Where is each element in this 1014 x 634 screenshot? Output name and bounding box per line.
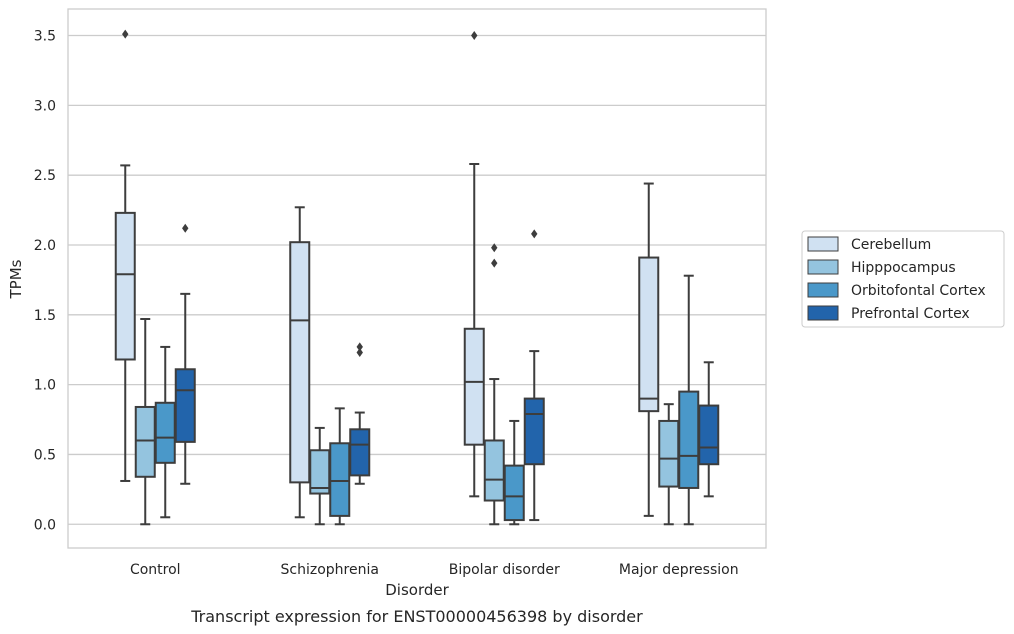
box-iqr <box>289 241 311 484</box>
box-iqr <box>134 405 156 478</box>
outlier-point <box>122 29 129 39</box>
box-3-1 <box>349 342 371 485</box>
box-iqr <box>503 464 525 522</box>
y-axis-label: TPMs <box>7 259 25 299</box>
y-tick-label: 0.0 <box>34 517 56 533</box>
box-1-0 <box>134 317 156 526</box>
box-iqr <box>463 327 485 446</box>
legend-swatch <box>807 305 839 321</box>
legend-label: Hipppocampus <box>851 260 956 276</box>
legend-frame <box>801 230 1005 328</box>
box-iqr <box>329 442 351 517</box>
box-0-3 <box>638 182 660 517</box>
outlier-point <box>356 348 363 358</box>
legend-label: Prefrontal Cortex <box>851 306 970 322</box>
box-iqr <box>678 390 700 489</box>
box-iqr <box>114 211 136 361</box>
y-tick-label: 3.5 <box>34 29 56 45</box>
box-1-3 <box>658 403 680 526</box>
y-tick-label: 3.0 <box>34 98 56 114</box>
boxes <box>114 29 720 526</box>
box-3-0 <box>174 223 196 485</box>
box-iqr <box>698 404 720 466</box>
box-iqr <box>174 368 196 443</box>
outlier-point <box>491 258 498 268</box>
outlier-point <box>471 31 478 41</box>
y-tick-label: 1.5 <box>34 308 56 324</box>
box-iqr <box>483 439 505 502</box>
box-2-3 <box>678 274 700 526</box>
box-3-3 <box>698 361 720 498</box>
outlier-point <box>531 229 538 239</box>
box-2-0 <box>154 345 176 519</box>
y-tick-label: 2.5 <box>34 168 56 184</box>
y-axis-ticks: 0.0 0.5 1.0 1.5 2.0 2.5 3.0 3.5 <box>34 29 56 534</box>
x-axis-label: Disorder <box>385 581 449 599</box>
legend-swatch <box>807 259 839 275</box>
legend-label: Cerebellum <box>851 237 931 253</box>
y-tick-label: 0.5 <box>34 447 56 463</box>
box-iqr <box>658 419 680 488</box>
box-0-2 <box>463 31 485 498</box>
outlier-point <box>182 223 189 233</box>
y-tick-label: 2.0 <box>34 238 56 254</box>
box-1-2 <box>483 243 505 526</box>
x-axis-ticks: Control Schizophrenia Bipolar disorder Majo… <box>130 562 739 578</box>
legend-swatch <box>807 236 839 252</box>
plot-frame <box>67 8 767 549</box>
outlier-point <box>491 243 498 253</box>
box-0-0 <box>114 29 136 482</box>
legend: Cerebellum Hipppocampus Orbitofontal Corte… <box>801 230 1005 328</box>
x-tick-label: Schizophrenia <box>281 562 379 578</box>
box-iqr <box>154 401 176 464</box>
legend-swatch <box>807 282 839 298</box>
box-2-2 <box>503 419 525 526</box>
x-tick-label: Bipolar disorder <box>449 562 560 578</box>
outlier-point <box>356 342 363 352</box>
chart-caption: Transcript expression for ENST0000045639… <box>190 607 643 626</box>
legend-label: Orbitofontal Cortex <box>851 283 986 299</box>
box-0-1 <box>289 206 311 519</box>
x-tick-label: Major depression <box>619 562 739 578</box>
y-tick-label: 1.0 <box>34 378 56 394</box>
box-iqr <box>349 428 371 477</box>
box-1-1 <box>309 426 331 526</box>
x-tick-label: Control <box>130 562 181 578</box>
box-3-2 <box>523 229 545 522</box>
box-2-1 <box>329 407 351 526</box>
box-iqr <box>638 256 660 413</box>
box-iqr <box>523 397 545 466</box>
